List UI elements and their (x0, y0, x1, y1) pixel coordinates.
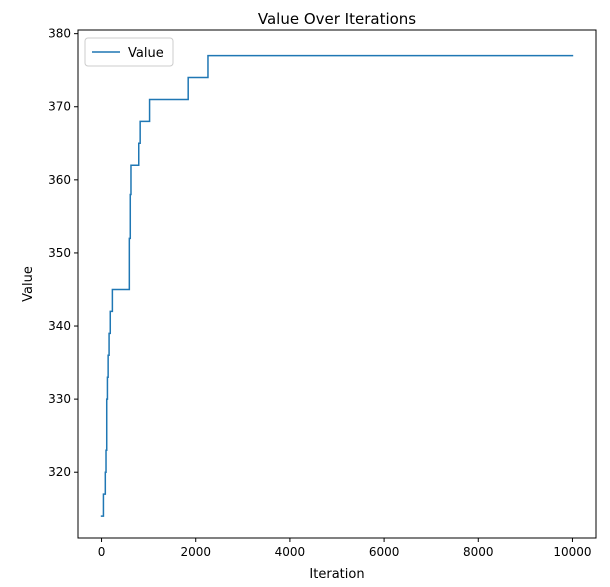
x-tick-label-4000: 4000 (275, 545, 306, 559)
x-axis-label: Iteration (309, 567, 364, 582)
y-tick-label-330: 330 (48, 392, 71, 406)
legend-label-value: Value (128, 46, 164, 61)
y-tick-label-340: 340 (48, 319, 71, 333)
x-axis-ticks: 0 2000 4000 6000 8000 10000 (98, 538, 592, 559)
plot-area (100, 54, 574, 517)
legend-box (84, 37, 174, 67)
axes-frame (77, 29, 597, 539)
y-axis-label: Value (21, 266, 36, 302)
chart-title: Value Over Iterations (258, 10, 416, 28)
legend: Value (84, 37, 174, 67)
y-tick-label-380: 380 (48, 27, 71, 41)
x-tick-label-8000: 8000 (463, 545, 494, 559)
y-tick-label-320: 320 (48, 465, 71, 479)
x-tick-label-2000: 2000 (180, 545, 211, 559)
series-line-0 (100, 54, 574, 517)
x-tick-label-10000: 10000 (553, 545, 591, 559)
x-tick-label-6000: 6000 (369, 545, 400, 559)
y-tick-label-350: 350 (48, 246, 71, 260)
y-axis-ticks: 320 330 340 350 360 370 380 (48, 27, 78, 479)
y-tick-label-360: 360 (48, 173, 71, 187)
y-tick-label-370: 370 (48, 100, 71, 114)
x-tick-label-0: 0 (98, 545, 106, 559)
